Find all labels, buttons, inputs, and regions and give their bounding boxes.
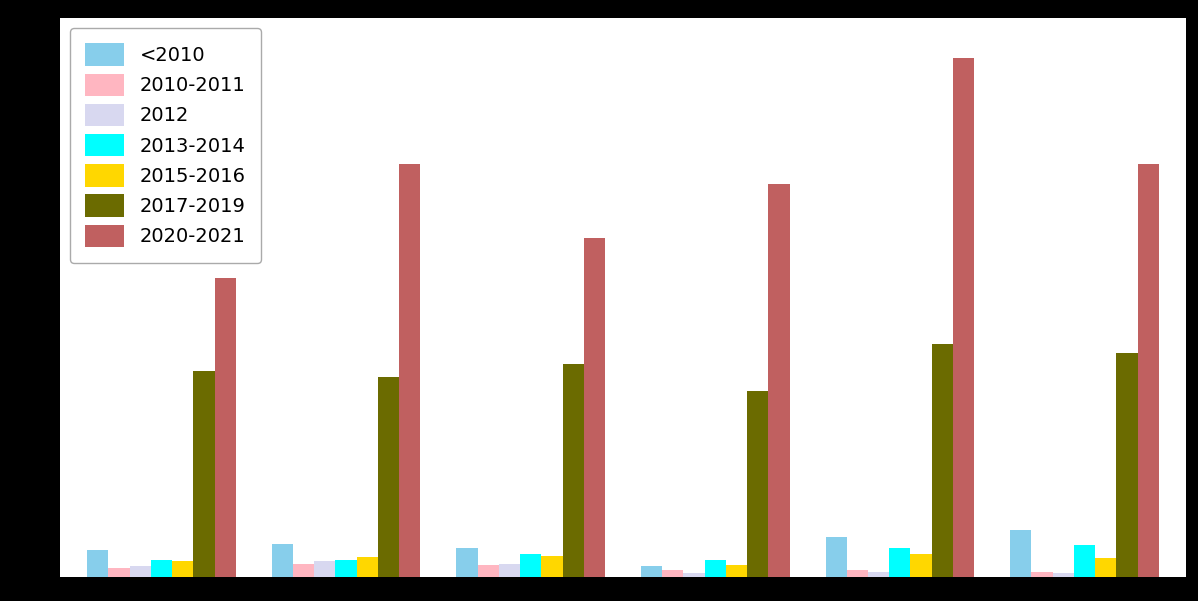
Bar xyxy=(272,544,294,577)
Bar xyxy=(520,554,541,577)
Bar xyxy=(1117,353,1138,577)
Bar xyxy=(1073,545,1095,577)
Bar xyxy=(1031,572,1053,577)
Bar xyxy=(952,58,974,577)
Bar xyxy=(377,377,399,577)
Bar xyxy=(108,567,129,577)
Bar xyxy=(478,565,498,577)
Bar xyxy=(641,566,662,577)
Bar xyxy=(683,573,704,577)
Bar xyxy=(173,561,193,577)
Bar xyxy=(1095,558,1117,577)
Bar xyxy=(294,564,314,577)
Bar xyxy=(662,570,683,577)
Bar xyxy=(889,548,910,577)
Bar xyxy=(314,561,335,577)
Bar xyxy=(129,566,151,577)
Bar xyxy=(932,344,952,577)
Bar xyxy=(214,278,236,577)
Bar xyxy=(563,364,583,577)
Bar xyxy=(726,565,748,577)
Bar xyxy=(748,391,768,577)
Bar xyxy=(151,560,173,577)
Bar xyxy=(910,554,932,577)
Bar xyxy=(87,551,108,577)
Bar xyxy=(825,537,847,577)
Bar xyxy=(541,556,563,577)
Bar xyxy=(1138,165,1158,577)
Bar xyxy=(399,165,420,577)
Bar xyxy=(335,560,357,577)
Bar xyxy=(193,371,214,577)
Bar xyxy=(498,564,520,577)
Bar xyxy=(456,548,478,577)
Bar xyxy=(357,557,377,577)
Bar xyxy=(768,185,789,577)
Bar xyxy=(1053,573,1073,577)
Bar xyxy=(847,570,869,577)
Bar xyxy=(1010,530,1031,577)
Bar xyxy=(583,237,605,577)
Legend: <2010, 2010-2011, 2012, 2013-2014, 2015-2016, 2017-2019, 2020-2021: <2010, 2010-2011, 2012, 2013-2014, 2015-… xyxy=(69,28,261,263)
Bar xyxy=(869,572,889,577)
Bar xyxy=(704,560,726,577)
